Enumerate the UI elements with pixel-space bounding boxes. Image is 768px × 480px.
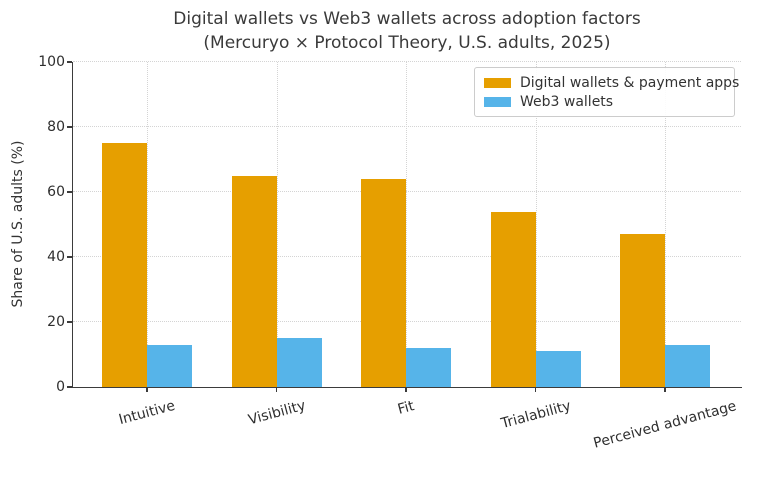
ytick-mark-20	[66, 321, 72, 323]
legend-label-digital-wallets: Digital wallets & payment apps	[520, 74, 740, 91]
bar-web3-0	[147, 344, 192, 387]
legend-item-digital-wallets: Digital wallets & payment apps	[484, 73, 739, 92]
ytick-mark-40	[66, 256, 72, 258]
gridline-y-100	[73, 61, 741, 62]
ytick-label-0: 0	[56, 379, 65, 395]
xtick-label-3: Trialability	[498, 398, 573, 432]
ytick-label-40: 40	[47, 249, 65, 265]
bar-digital-3	[490, 211, 536, 387]
ytick-mark-100	[66, 61, 72, 63]
gridline-y-60	[73, 191, 741, 192]
legend-label-web3-wallets: Web3 wallets	[520, 93, 614, 110]
y-axis-label: Share of U.S. adults (%)	[10, 140, 26, 308]
xtick-mark-1	[275, 388, 278, 392]
chart-title: Digital wallets vs Web3 wallets across a…	[173, 9, 641, 29]
legend-swatch-web3-wallets	[484, 96, 511, 107]
gridline-x-3	[535, 62, 537, 387]
y-axis-spine	[71, 62, 73, 388]
legend: Digital wallets & payment apps Web3 wall…	[474, 67, 739, 117]
ytick-label-100: 100	[38, 54, 65, 70]
chart-subtitle: (Mercuryo × Protocol Theory, U.S. adults…	[203, 33, 611, 53]
ytick-mark-0	[66, 386, 72, 388]
xtick-label-0: Intuitive	[117, 398, 177, 429]
ytick-label-80: 80	[47, 119, 65, 135]
gridline-y-40	[73, 256, 741, 257]
xtick-mark-2	[405, 388, 407, 392]
x-axis-spine	[71, 386, 742, 389]
xtick-mark-4	[664, 388, 666, 392]
bar-web3-2	[406, 348, 451, 387]
xtick-label-4: Perceived advantage	[591, 397, 739, 452]
legend-item-web3-wallets: Web3 wallets	[484, 92, 725, 111]
xtick-mark-0	[146, 388, 148, 392]
xtick-label-2: Fit	[395, 397, 417, 418]
ytick-mark-80	[66, 126, 72, 128]
gridline-x-4	[665, 62, 666, 387]
ytick-mark-60	[66, 191, 72, 193]
xtick-mark-3	[534, 388, 537, 392]
ytick-label-20: 20	[47, 314, 65, 330]
bar-digital-2	[361, 179, 406, 387]
bar-digital-4	[620, 234, 665, 387]
gridline-y-80	[73, 126, 741, 127]
xtick-label-1: Visibility	[246, 398, 307, 429]
bar-digital-0	[102, 143, 147, 387]
gridline-x-1	[276, 62, 278, 387]
bar-digital-1	[231, 175, 277, 387]
gridline-y-20	[73, 321, 741, 322]
plot-area	[73, 61, 741, 387]
bar-web3-1	[276, 338, 322, 387]
bar-web3-4	[665, 344, 710, 387]
gridline-x-2	[406, 62, 407, 387]
gridline-x-0	[147, 62, 148, 387]
ytick-label-60: 60	[47, 184, 65, 200]
bar-web3-3	[535, 351, 581, 387]
legend-swatch-digital-wallets	[484, 77, 511, 88]
